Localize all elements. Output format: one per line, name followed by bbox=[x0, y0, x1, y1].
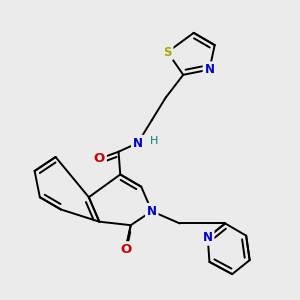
Text: O: O bbox=[94, 152, 105, 165]
Text: N: N bbox=[203, 231, 213, 244]
Text: O: O bbox=[120, 243, 131, 256]
Text: S: S bbox=[163, 46, 172, 59]
Text: H: H bbox=[150, 136, 159, 146]
Text: N: N bbox=[204, 63, 214, 76]
Text: N: N bbox=[133, 136, 143, 149]
Text: N: N bbox=[147, 205, 157, 218]
